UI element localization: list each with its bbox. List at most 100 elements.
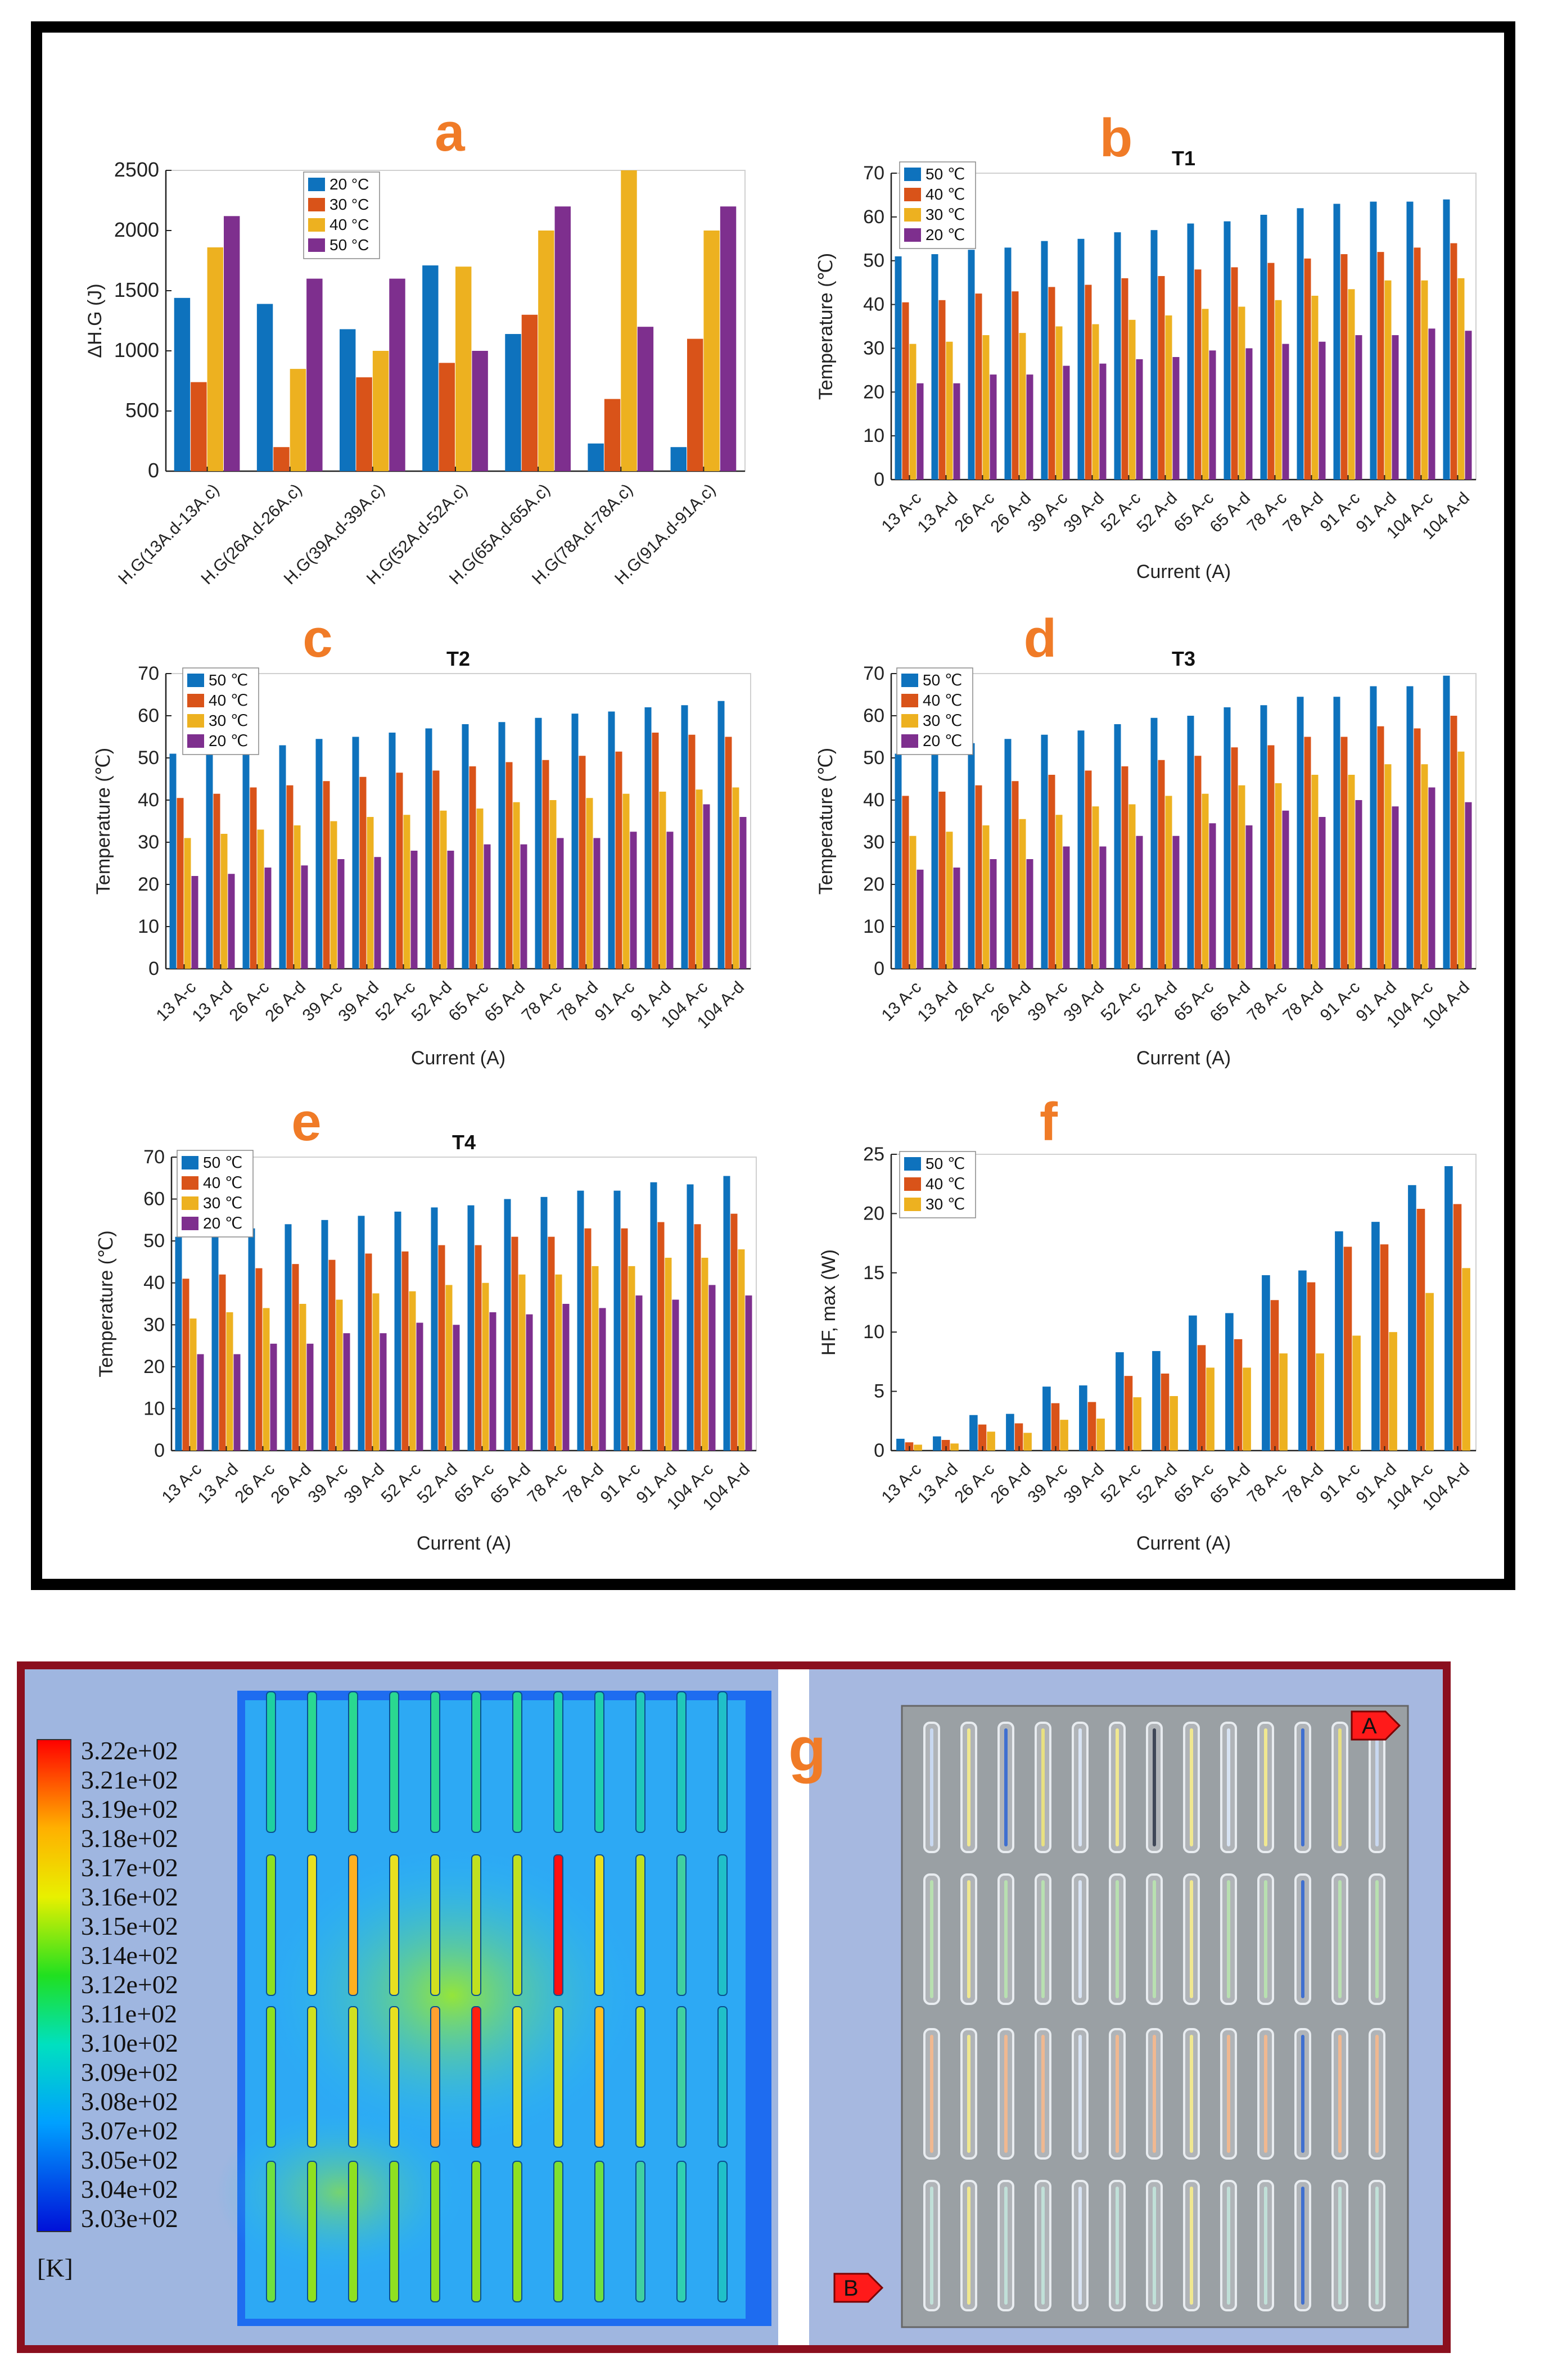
- contour-cell: [266, 1691, 276, 1833]
- contour-cell: [389, 2006, 399, 2148]
- bar: [1304, 258, 1311, 480]
- contour-cell: [594, 1854, 604, 1996]
- x-tick-label: 26 A-c: [226, 978, 273, 1024]
- bar: [1041, 734, 1048, 969]
- y-tick-label: 0: [874, 958, 884, 979]
- bar: [213, 793, 220, 969]
- bar: [1114, 724, 1121, 969]
- model-cell-core: [1227, 2035, 1230, 2153]
- legend-entry: 30 ℃: [209, 712, 248, 729]
- bar: [1414, 728, 1421, 969]
- x-tick-label: 78 A-d: [554, 978, 602, 1026]
- x-tick-label: 78 A-d: [559, 1460, 607, 1507]
- bar: [1197, 1345, 1206, 1451]
- bar: [696, 789, 703, 969]
- bar: [941, 1440, 950, 1451]
- legend: 20 °C 30 °C 40 °C 50 °C: [303, 171, 380, 259]
- bar: [1311, 775, 1319, 969]
- bar: [1041, 241, 1048, 480]
- bar: [554, 206, 571, 471]
- bar: [1316, 1353, 1324, 1451]
- bar: [1055, 326, 1063, 480]
- model-cell-core: [1004, 2187, 1008, 2305]
- bar: [184, 838, 191, 969]
- model-cell-core: [1153, 1728, 1156, 1846]
- bar: [1124, 1376, 1133, 1451]
- contour-cell: [676, 2161, 687, 2302]
- bar: [416, 1322, 423, 1451]
- x-tick-label: 52 A-d: [1133, 489, 1181, 536]
- bar: [1096, 1419, 1105, 1451]
- bar: [197, 1354, 204, 1451]
- bar: [1087, 1402, 1096, 1451]
- bar: [365, 1253, 372, 1451]
- legend-entry: 50 ℃: [923, 671, 962, 689]
- bar: [688, 734, 696, 969]
- bar: [917, 383, 924, 480]
- x-tick-label: 39 A-d: [340, 1460, 388, 1507]
- bar: [701, 1257, 708, 1451]
- model-cell-core: [930, 2035, 933, 2153]
- legend-swatch: [187, 714, 204, 728]
- contour-cell: [266, 1854, 276, 1996]
- model-cell-core: [1264, 2035, 1267, 2153]
- bar: [1092, 324, 1099, 480]
- legend-entry: 30 ℃: [926, 1195, 965, 1213]
- bar: [738, 1249, 745, 1451]
- bar: [1450, 716, 1457, 969]
- bar: [1450, 243, 1457, 480]
- bar: [1370, 201, 1377, 480]
- y-tick-label: 10: [863, 1321, 884, 1343]
- x-tick-label: 13 A-d: [914, 978, 961, 1026]
- contour-cell: [389, 2161, 399, 2302]
- model-cell-core: [1301, 1728, 1304, 1846]
- bar: [469, 766, 476, 969]
- y-tick-label: 50: [863, 747, 884, 769]
- bar: [439, 363, 455, 471]
- contour-cell: [635, 1691, 645, 1833]
- y-tick-label: 25: [863, 1144, 884, 1165]
- colorbar-label: 3.14e+02: [81, 1941, 178, 1970]
- bar: [1262, 1275, 1270, 1451]
- bar: [1019, 819, 1026, 969]
- contour-cell: [348, 1691, 358, 1833]
- contour-cell: [553, 1854, 563, 1996]
- bar: [1414, 247, 1421, 480]
- bar: [242, 747, 250, 969]
- bar: [359, 776, 367, 969]
- bar: [745, 1295, 752, 1451]
- contour-cell: [471, 1854, 481, 1996]
- model-cell-core: [1301, 2187, 1304, 2305]
- bar: [1457, 278, 1465, 480]
- legend-swatch: [308, 218, 325, 232]
- contour-cell: [389, 1691, 399, 1833]
- bar: [593, 838, 601, 969]
- model-cell-core: [1375, 1728, 1379, 1846]
- contour-hot-zone: [216, 2108, 463, 2277]
- bar: [211, 1232, 219, 1451]
- legend-swatch: [901, 734, 918, 748]
- bar: [1004, 247, 1012, 480]
- bar: [621, 1228, 628, 1451]
- bar: [396, 773, 403, 969]
- legend-entry: 50 ℃: [203, 1154, 242, 1171]
- bar: [1114, 232, 1121, 480]
- x-tick-label: 13 A-d: [188, 978, 236, 1026]
- legend: 50 ℃ 40 ℃ 30 ℃ 20 ℃: [896, 667, 973, 755]
- bar: [1421, 764, 1428, 969]
- marker-a: A: [1351, 1710, 1401, 1741]
- bar: [372, 1293, 380, 1451]
- y-tick-label: 40: [863, 294, 884, 315]
- y-tick-label: 0: [154, 1440, 165, 1461]
- bar: [1392, 335, 1399, 480]
- bar: [1355, 800, 1362, 969]
- x-tick-label: 39 A-d: [1060, 978, 1108, 1026]
- model-cell-core: [1004, 1880, 1008, 1998]
- x-tick-label: 13 A-c: [878, 489, 925, 535]
- bar: [1298, 1270, 1307, 1451]
- contour-hot-zone: [267, 1849, 638, 2142]
- y-tick-label: 0: [874, 1440, 884, 1461]
- colorbar-label: 3.08e+02: [81, 2087, 178, 2116]
- bar: [665, 1257, 672, 1451]
